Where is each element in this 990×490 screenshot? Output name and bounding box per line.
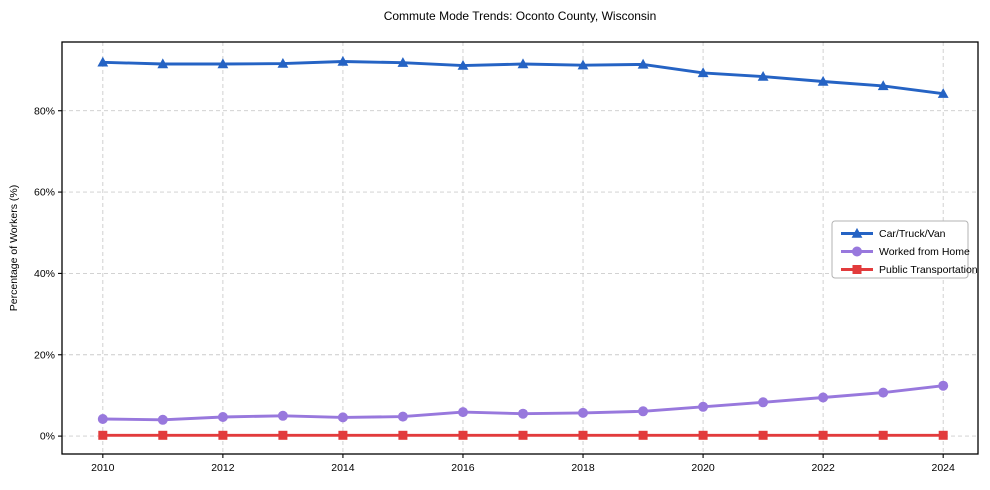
data-point-worked-from-home bbox=[878, 387, 889, 398]
legend-label: Car/Truck/Van bbox=[879, 228, 946, 240]
data-point-car-truck-van bbox=[517, 58, 529, 69]
data-point-car-truck-van bbox=[337, 55, 349, 66]
x-tick-label: 2024 bbox=[932, 462, 956, 474]
data-point-worked-from-home bbox=[698, 401, 709, 412]
x-tick-label: 2012 bbox=[211, 462, 235, 474]
data-point-worked-from-home bbox=[97, 414, 108, 424]
legend: Car/Truck/Van Worked from Home Public Tran… bbox=[831, 220, 978, 279]
data-point-worked-from-home bbox=[938, 380, 949, 391]
data-point-public-transportation bbox=[278, 430, 288, 440]
data-point-worked-from-home bbox=[818, 392, 829, 403]
data-point-public-transportation bbox=[878, 430, 888, 440]
data-point-car-truck-van bbox=[817, 75, 829, 86]
legend-marker-triangle-icon bbox=[851, 227, 863, 238]
data-point-public-transportation bbox=[98, 430, 108, 440]
x-tick-label: 2010 bbox=[91, 462, 115, 474]
data-point-public-transportation bbox=[818, 430, 828, 440]
data-point-car-truck-van bbox=[637, 58, 649, 69]
data-point-car-truck-van bbox=[877, 80, 889, 91]
data-point-worked-from-home bbox=[758, 397, 769, 408]
data-point-public-transportation bbox=[698, 430, 708, 440]
data-point-car-truck-van bbox=[97, 56, 109, 67]
plot-frame bbox=[61, 41, 979, 455]
x-tick-label: 2018 bbox=[571, 462, 595, 474]
data-point-worked-from-home bbox=[157, 414, 168, 425]
data-point-car-truck-van bbox=[697, 67, 709, 78]
data-point-worked-from-home bbox=[277, 410, 288, 421]
data-point-car-truck-van bbox=[397, 57, 409, 67]
data-point-car-truck-van bbox=[277, 58, 289, 68]
data-point-public-transportation bbox=[338, 430, 348, 440]
data-point-public-transportation bbox=[938, 430, 948, 440]
data-point-car-truck-van bbox=[937, 88, 949, 98]
chart-title: Commute Mode Trends: Oconto County, Wisc… bbox=[383, 9, 657, 23]
y-tick-label: 0% bbox=[40, 431, 55, 443]
legend-marker-circle-icon bbox=[852, 246, 862, 257]
data-point-worked-from-home bbox=[458, 407, 468, 418]
data-point-car-truck-van bbox=[577, 59, 589, 70]
data-point-public-transportation bbox=[758, 430, 768, 440]
x-tick-label: 2020 bbox=[691, 462, 715, 474]
data-point-public-transportation bbox=[218, 430, 228, 440]
data-point-public-transportation bbox=[518, 430, 528, 440]
data-point-worked-from-home bbox=[397, 411, 408, 422]
data-point-public-transportation bbox=[638, 430, 648, 440]
y-tick-label: 40% bbox=[34, 268, 55, 280]
data-point-public-transportation bbox=[458, 430, 468, 440]
data-point-worked-from-home bbox=[518, 408, 528, 419]
data-point-car-truck-van bbox=[457, 60, 469, 70]
legend-marker-square-icon bbox=[852, 265, 862, 274]
legend-box bbox=[831, 220, 969, 279]
data-point-public-transportation bbox=[578, 430, 588, 440]
y-tick-label: 80% bbox=[34, 105, 55, 117]
x-tick-label: 2022 bbox=[811, 462, 835, 474]
x-tick-label: 2016 bbox=[451, 462, 475, 474]
data-point-public-transportation bbox=[398, 430, 408, 440]
legend-label: Worked from Home bbox=[879, 246, 970, 258]
data-point-worked-from-home bbox=[578, 407, 588, 418]
data-point-worked-from-home bbox=[638, 406, 649, 417]
x-tick-label: 2014 bbox=[331, 462, 355, 474]
y-tick-label: 20% bbox=[34, 349, 55, 361]
data-point-public-transportation bbox=[158, 430, 168, 440]
data-point-car-truck-van bbox=[157, 58, 169, 69]
data-point-car-truck-van bbox=[217, 58, 229, 69]
y-tick-label: 60% bbox=[34, 187, 55, 199]
data-point-worked-from-home bbox=[337, 412, 348, 423]
data-point-worked-from-home bbox=[217, 412, 228, 422]
legend-label: Public Transportation bbox=[879, 264, 978, 276]
data-point-car-truck-van bbox=[757, 71, 769, 81]
